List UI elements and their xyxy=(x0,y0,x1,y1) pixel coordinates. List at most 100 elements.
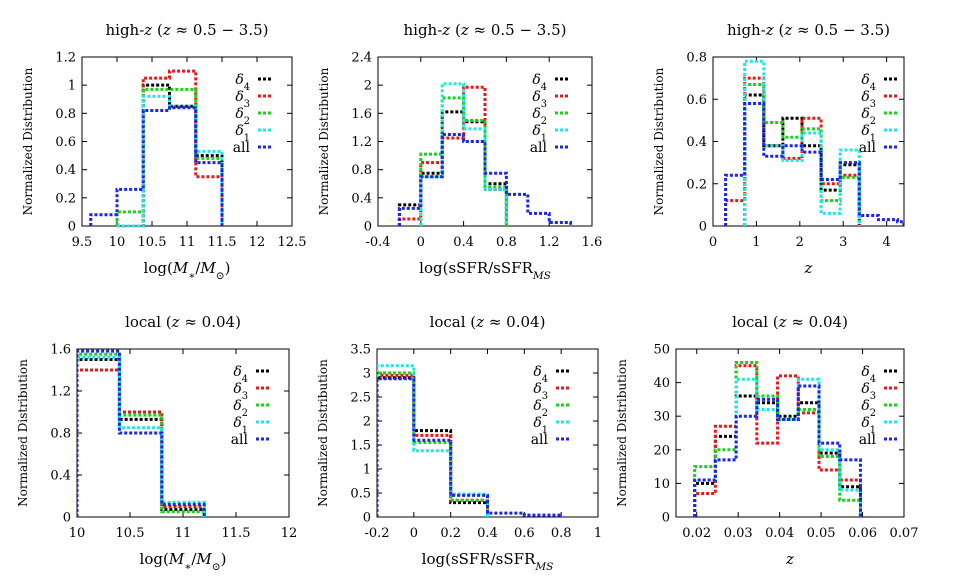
y-tick-label: 0 xyxy=(364,220,372,235)
legend-label-delta3: δ3 xyxy=(235,89,250,110)
x-tick-label: 1.2 xyxy=(539,235,560,250)
chart-title: high-z (z ≈ 0.5 − 3.5) xyxy=(727,21,890,39)
chart-4: 10 10.5 11 11.5 12 0 0.4 0.8 1.2 1.6 local (z ≈ 0.… xyxy=(16,313,297,573)
series-delta3 xyxy=(397,85,508,226)
legend-label-delta1: δ1 xyxy=(532,123,547,144)
x-tick-label: 12 xyxy=(249,235,266,250)
legend-label-all: all xyxy=(531,432,549,448)
series-delta1 xyxy=(419,82,508,226)
legend-label-delta4: δ4 xyxy=(532,72,547,93)
legend-label-delta3: δ3 xyxy=(861,381,876,402)
y-tick-label: 0.5 xyxy=(350,487,371,502)
legend-label-all: all xyxy=(233,140,251,156)
legend-label-all: all xyxy=(859,140,877,156)
plot-frame xyxy=(81,56,293,227)
series-delta2 xyxy=(77,352,206,517)
series-delta1 xyxy=(77,355,206,517)
x-tick-label: 3 xyxy=(839,235,847,250)
y-tick-label: 1 xyxy=(363,463,371,478)
x-tick-label: 4 xyxy=(882,235,890,250)
x-tick-label: 11.5 xyxy=(222,526,251,541)
y-tick-label: 0.6 xyxy=(55,135,76,150)
x-tick-label: -0.4 xyxy=(365,235,390,250)
x-tick-label: 12.5 xyxy=(278,235,307,250)
legend-label-all: all xyxy=(530,140,548,156)
y-tick-label: 0 xyxy=(662,511,670,526)
series-delta2 xyxy=(115,87,224,226)
legend-label-delta4: δ4 xyxy=(533,364,548,385)
legend-label-delta2: δ2 xyxy=(532,106,547,127)
y-tick-label: 1.2 xyxy=(50,385,71,400)
y-tick-label: 2.5 xyxy=(350,391,371,406)
chart-6: 0.02 0.03 0.04 0.05 0.06 0.07 0 10 20 30 40 50 local… xyxy=(615,313,918,568)
histogram-series-group xyxy=(377,364,563,517)
y-tick-label: 0 xyxy=(699,220,707,235)
series-all xyxy=(77,349,206,517)
chart-5: -0.2 0 0.2 0.4 0.6 0.8 100.511.522.533.5local … xyxy=(316,313,602,573)
x-tick-label: 11 xyxy=(175,526,192,541)
y-tick-label: 2 xyxy=(363,415,371,430)
legend-label-delta1: δ1 xyxy=(533,415,548,436)
y-tick-label: 0.2 xyxy=(686,177,707,192)
y-tick-label: 1 xyxy=(68,79,76,94)
histogram-series-group xyxy=(724,59,904,226)
series-delta4 xyxy=(117,83,224,228)
series-delta3 xyxy=(377,373,489,517)
y-tick-label: 0 xyxy=(68,220,76,235)
y-tick-label: 0.8 xyxy=(686,51,707,66)
x-tick-label: 10.5 xyxy=(138,235,167,250)
series-all xyxy=(89,106,224,226)
series-all xyxy=(377,377,563,517)
chart-title: local (z ≈ 0.04) xyxy=(732,313,848,331)
x-axis-label: log(M∗/M⊙) xyxy=(140,550,227,573)
x-tick-label: 10 xyxy=(69,526,86,541)
y-tick-label: 50 xyxy=(653,343,670,358)
x-tick-label: 0.4 xyxy=(477,526,498,541)
x-tick-label: 0.02 xyxy=(682,526,711,541)
x-tick-label: 10 xyxy=(109,235,126,250)
x-axis-label: log(sSFR/sSFRMS xyxy=(422,550,554,573)
x-tick-label: 0 xyxy=(709,235,717,250)
series-delta4 xyxy=(377,376,489,517)
y-axis-label: Normalized Distribution xyxy=(317,67,331,215)
y-tick-label: 2 xyxy=(364,79,372,94)
x-tick-label: 2 xyxy=(796,235,804,250)
legend-label-all: all xyxy=(231,432,249,448)
y-tick-label: 0.2 xyxy=(55,191,76,206)
legend-label-delta1: δ1 xyxy=(861,123,876,144)
y-tick-label: 30 xyxy=(653,410,670,425)
y-tick-label: 0 xyxy=(363,511,371,526)
y-tick-label: 2.4 xyxy=(351,51,372,66)
x-tick-label: 1.6 xyxy=(582,235,603,250)
y-tick-label: 40 xyxy=(653,376,670,391)
y-tick-label: 3 xyxy=(363,367,371,382)
x-tick-label: 0.8 xyxy=(551,526,572,541)
legend-label-delta1: δ1 xyxy=(233,415,248,436)
series-all xyxy=(397,132,573,226)
x-tick-label: 0.8 xyxy=(496,235,517,250)
legend-label-delta2: δ2 xyxy=(861,398,876,419)
series-delta4 xyxy=(77,358,206,517)
x-tick-label: 1 xyxy=(752,235,760,250)
legend-label-delta2: δ2 xyxy=(533,398,548,419)
series-delta4 xyxy=(397,110,508,226)
series-delta3 xyxy=(77,368,206,517)
series-delta2 xyxy=(693,360,862,517)
histogram-series-group xyxy=(89,69,224,228)
x-tick-label: 11 xyxy=(179,235,196,250)
y-axis-label: Normalized Distribution xyxy=(652,67,666,215)
y-tick-label: 0.4 xyxy=(686,135,707,150)
y-tick-label: 10 xyxy=(653,477,670,492)
x-axis-label: log(sSFR/sSFRMS xyxy=(419,259,551,282)
x-axis-label: z xyxy=(785,550,794,568)
x-tick-label: 9.5 xyxy=(72,235,93,250)
y-tick-label: 3.5 xyxy=(350,343,371,358)
chart-title: high-z (z ≈ 0.5 − 3.5) xyxy=(403,21,566,39)
x-tick-label: 0.07 xyxy=(890,526,919,541)
x-tick-label: 0.05 xyxy=(807,526,836,541)
legend-label-delta3: δ3 xyxy=(533,381,548,402)
chart-2: -0.4 0 0.4 0.8 1.2 1.600.40.81.21.622.4high-z… xyxy=(317,21,602,282)
